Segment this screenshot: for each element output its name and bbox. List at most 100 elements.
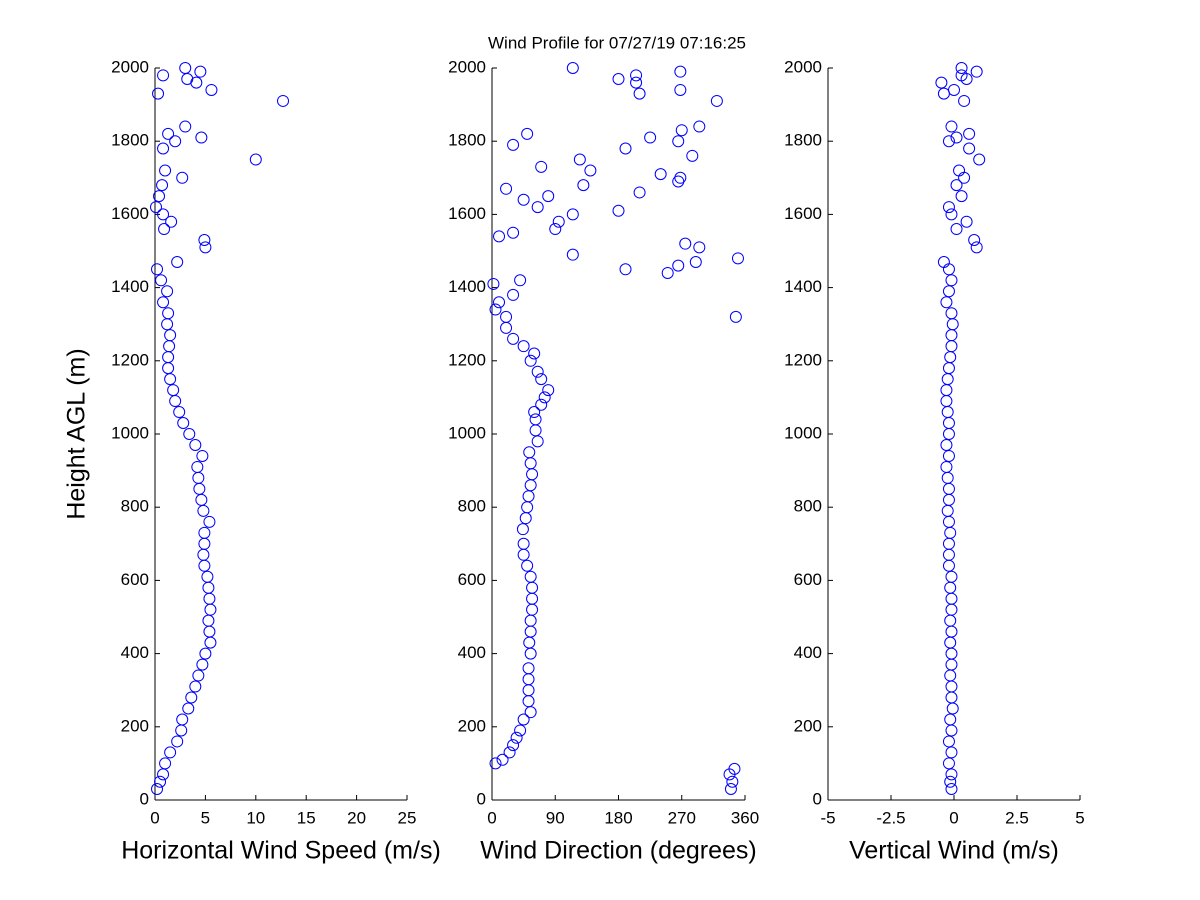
point xyxy=(946,318,959,331)
x-tick-label: 20 xyxy=(347,808,366,827)
point xyxy=(189,680,202,693)
point xyxy=(724,783,737,796)
point xyxy=(195,131,208,144)
point xyxy=(549,223,562,236)
point xyxy=(531,201,544,214)
point xyxy=(153,190,166,203)
point xyxy=(202,581,215,594)
point xyxy=(522,684,535,697)
point xyxy=(693,241,706,254)
y-tick-label: 1400 xyxy=(448,277,486,296)
point xyxy=(524,647,537,660)
point xyxy=(201,570,214,583)
point xyxy=(169,135,182,148)
y-tick-label: 400 xyxy=(794,643,822,662)
y-tick-label: 1000 xyxy=(111,423,149,442)
point xyxy=(157,142,170,155)
point xyxy=(496,753,509,766)
point xyxy=(945,592,958,605)
point xyxy=(522,490,535,503)
point xyxy=(955,69,968,82)
point xyxy=(193,482,206,495)
point xyxy=(945,340,958,353)
point xyxy=(167,384,180,397)
point xyxy=(950,179,963,192)
y-tick-label: 2000 xyxy=(448,57,486,76)
point xyxy=(155,274,168,287)
point xyxy=(500,182,513,195)
point xyxy=(674,171,687,184)
point xyxy=(940,438,953,451)
point xyxy=(151,263,164,276)
point xyxy=(526,581,539,594)
point xyxy=(944,351,957,364)
point xyxy=(176,713,189,726)
y-tick-label: 1400 xyxy=(111,277,149,296)
point xyxy=(198,234,211,247)
point xyxy=(944,526,957,539)
point xyxy=(517,713,530,726)
point xyxy=(154,775,167,788)
point xyxy=(958,171,971,184)
point xyxy=(526,592,539,605)
point xyxy=(942,201,955,214)
y-tick-label: 1000 xyxy=(784,423,822,442)
point xyxy=(942,449,955,462)
y-tick-label: 200 xyxy=(121,716,149,735)
point xyxy=(202,614,215,627)
point xyxy=(654,168,667,181)
point xyxy=(523,446,536,459)
point xyxy=(945,603,958,616)
x-tick-label: 360 xyxy=(731,808,759,827)
point xyxy=(937,87,950,100)
point xyxy=(633,186,646,199)
point xyxy=(179,62,192,74)
point xyxy=(968,234,981,247)
point xyxy=(731,252,744,265)
x-tick-label: -5 xyxy=(820,808,835,827)
point xyxy=(157,208,170,221)
point xyxy=(945,208,958,221)
point xyxy=(526,468,539,481)
point xyxy=(523,636,536,649)
point xyxy=(942,362,955,375)
point xyxy=(161,285,174,298)
point xyxy=(163,340,176,353)
point xyxy=(612,72,625,85)
point xyxy=(528,406,541,419)
point xyxy=(159,757,172,770)
point xyxy=(942,515,955,528)
point xyxy=(161,318,174,331)
point xyxy=(524,479,537,492)
point xyxy=(487,277,500,290)
point xyxy=(940,384,953,397)
x-axis-label: Vertical Wind (m/s) xyxy=(849,837,1059,865)
point xyxy=(942,537,955,550)
point xyxy=(672,259,685,272)
point xyxy=(517,548,530,561)
point xyxy=(203,625,216,638)
point xyxy=(941,406,954,419)
point xyxy=(944,614,957,627)
point xyxy=(524,706,537,719)
point xyxy=(944,581,957,594)
y-tick-label: 1400 xyxy=(784,277,822,296)
point xyxy=(249,153,262,166)
point xyxy=(945,570,958,583)
point xyxy=(672,135,685,148)
point xyxy=(150,201,163,214)
y-tick-label: 600 xyxy=(794,570,822,589)
point xyxy=(942,263,955,276)
point xyxy=(500,310,513,323)
point xyxy=(674,83,687,96)
point xyxy=(198,537,211,550)
point xyxy=(661,266,674,279)
point xyxy=(173,406,186,419)
x-tick-label: 90 xyxy=(546,808,565,827)
point xyxy=(542,384,555,397)
point xyxy=(955,190,968,203)
y-tick-label: 200 xyxy=(794,716,822,735)
x-axis-label: Horizontal Wind Speed (m/s) xyxy=(121,837,441,865)
x-tick-label: 0 xyxy=(487,808,496,827)
point xyxy=(944,636,957,649)
